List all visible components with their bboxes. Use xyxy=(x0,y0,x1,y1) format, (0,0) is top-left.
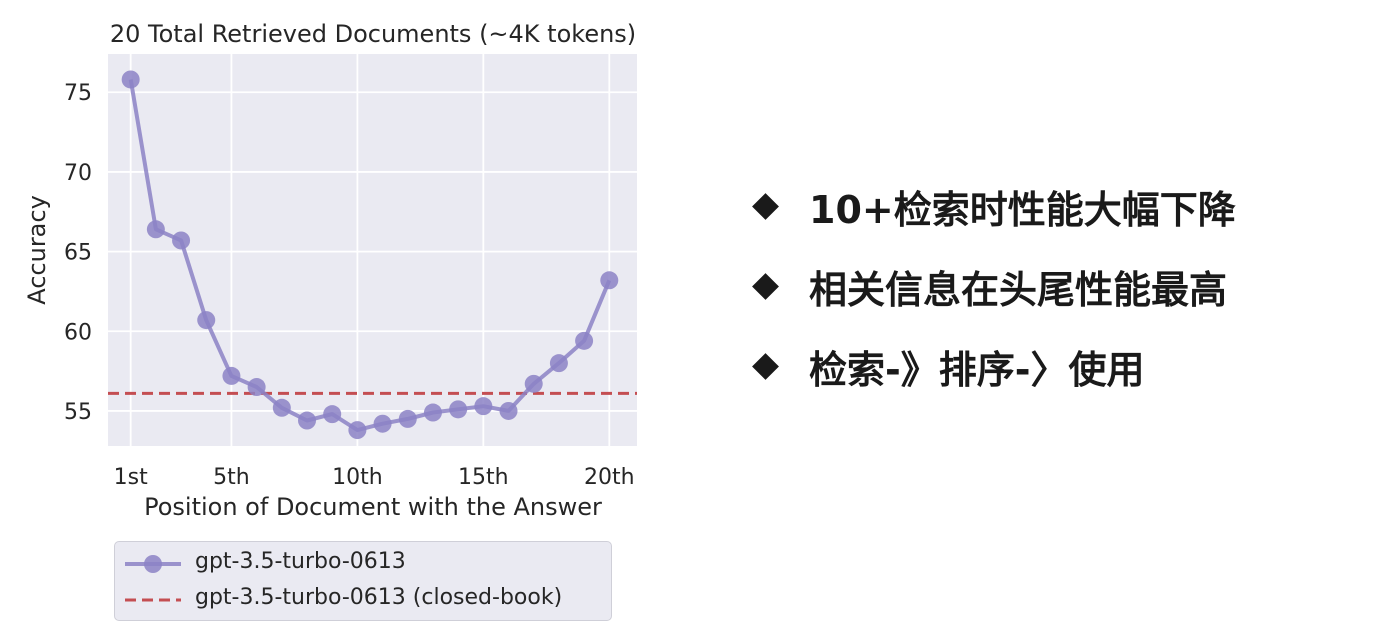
y-axis-ticks: 55 60 65 70 75 xyxy=(64,81,92,425)
plot-area xyxy=(108,54,637,446)
data-point xyxy=(549,354,568,373)
data-point xyxy=(298,411,317,430)
data-point xyxy=(600,271,619,290)
chart-panel: 20 Total Retrieved Documents (~4K tokens… xyxy=(23,20,637,621)
chart-legend: gpt-3.5-turbo-0613 gpt-3.5-turbo-0613 (c… xyxy=(114,541,612,621)
bullet-item-1: 10+检索时性能大幅下降 xyxy=(748,166,1368,246)
data-point xyxy=(272,398,291,417)
data-point xyxy=(524,374,543,393)
data-point xyxy=(172,231,191,250)
bullet-text: 相关信息在头尾性能最高 xyxy=(809,267,1228,312)
diamond-bullet-icon xyxy=(752,192,779,220)
x-tick-label: 5th xyxy=(213,465,250,490)
data-point xyxy=(197,311,216,330)
x-tick-label: 20th xyxy=(584,465,635,490)
chart-title: 20 Total Retrieved Documents (~4K tokens… xyxy=(110,20,636,48)
diamond-bullet-icon xyxy=(752,352,779,380)
accuracy-line-chart: 20 Total Retrieved Documents (~4K tokens… xyxy=(23,20,637,521)
data-point xyxy=(121,70,140,89)
bullet-text: 10+检索时性能大幅下降 xyxy=(809,187,1236,232)
data-point xyxy=(423,403,442,422)
data-point xyxy=(323,405,342,424)
diamond-bullet-icon xyxy=(752,272,779,300)
y-tick-label: 70 xyxy=(64,161,92,186)
data-point xyxy=(222,366,241,385)
data-point xyxy=(499,401,518,420)
y-tick-label: 60 xyxy=(64,320,92,345)
legend-label-main: gpt-3.5-turbo-0613 xyxy=(195,549,406,574)
bullet-text: 检索-》排序-〉使用 xyxy=(809,347,1145,392)
legend-line-marker-icon xyxy=(125,555,181,573)
y-tick-label: 75 xyxy=(64,81,92,106)
data-point xyxy=(373,414,392,433)
data-point xyxy=(348,421,367,440)
data-point xyxy=(575,331,594,350)
data-point xyxy=(474,397,493,416)
y-tick-label: 55 xyxy=(64,400,92,425)
legend-entry-line: gpt-3.5-turbo-0613 xyxy=(115,546,611,582)
x-axis-label: Position of Document with the Answer xyxy=(144,493,602,521)
bullet-item-3: 检索-》排序-〉使用 xyxy=(748,326,1368,406)
data-point xyxy=(247,378,266,397)
legend-label-closed-book: gpt-3.5-turbo-0613 (closed-book) xyxy=(195,585,563,610)
data-point xyxy=(146,220,165,239)
accuracy-series xyxy=(121,70,619,440)
legend-dashed-line-icon xyxy=(125,598,181,602)
x-tick-label: 1st xyxy=(114,465,148,490)
grid-lines xyxy=(108,54,637,446)
data-point xyxy=(449,400,468,419)
y-axis-label: Accuracy xyxy=(23,195,51,305)
x-tick-label: 15th xyxy=(458,465,509,490)
x-tick-label: 10th xyxy=(332,465,383,490)
legend-entry-dashed: gpt-3.5-turbo-0613 (closed-book) xyxy=(115,582,611,618)
bullet-list: 10+检索时性能大幅下降 相关信息在头尾性能最高 检索-》排序-〉使用 xyxy=(748,166,1368,406)
data-point xyxy=(398,409,417,428)
x-axis-ticks: 1st 5th 10th 15th 20th xyxy=(114,465,635,490)
bullet-item-2: 相关信息在头尾性能最高 xyxy=(748,246,1368,326)
y-tick-label: 65 xyxy=(64,241,92,266)
